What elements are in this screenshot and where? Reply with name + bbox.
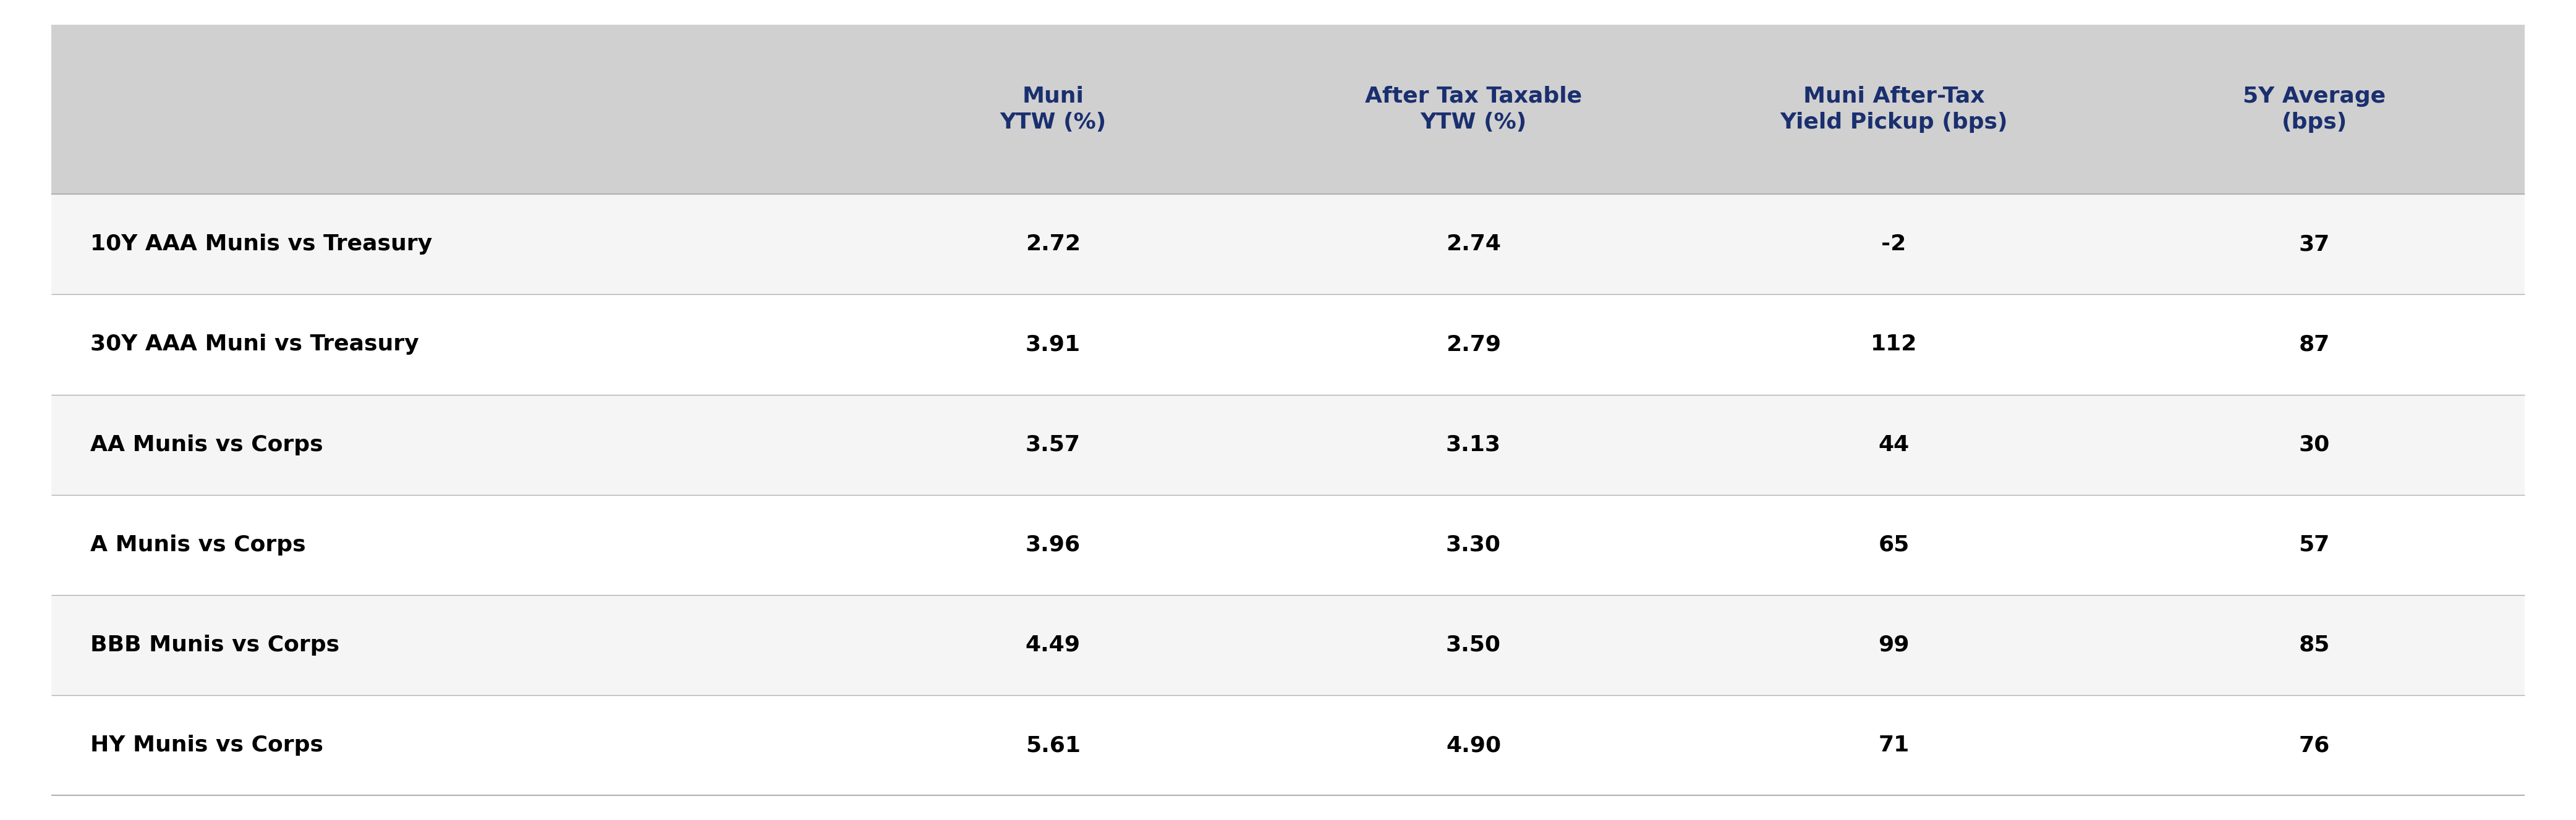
Text: 30Y AAA Muni vs Treasury: 30Y AAA Muni vs Treasury [90, 334, 420, 355]
Text: BBB Munis vs Corps: BBB Munis vs Corps [90, 635, 340, 656]
Bar [52, 494, 2524, 595]
Text: 3.50: 3.50 [1445, 635, 1502, 656]
Bar [52, 25, 2524, 194]
Text: 2.72: 2.72 [1025, 234, 1079, 255]
Text: Muni
YTW (%): Muni YTW (%) [999, 86, 1105, 133]
Text: 87: 87 [2298, 334, 2329, 355]
Text: 3.91: 3.91 [1025, 334, 1079, 355]
Text: 2.74: 2.74 [1445, 234, 1502, 255]
Text: 76: 76 [2298, 735, 2329, 756]
Text: 57: 57 [2298, 535, 2329, 555]
Bar [52, 595, 2524, 695]
Bar [52, 695, 2524, 795]
Bar [52, 394, 2524, 494]
Text: 10Y AAA Munis vs Treasury: 10Y AAA Munis vs Treasury [90, 234, 433, 255]
Text: 3.30: 3.30 [1445, 535, 1502, 555]
Text: 3.96: 3.96 [1025, 535, 1079, 555]
Text: -2: -2 [1880, 234, 1906, 255]
Text: 5Y Average
(bps): 5Y Average (bps) [2244, 86, 2385, 133]
Text: 71: 71 [1878, 735, 1909, 756]
Text: 65: 65 [1878, 535, 1909, 555]
Text: 30: 30 [2298, 434, 2329, 455]
Bar [52, 294, 2524, 394]
Text: 3.57: 3.57 [1025, 434, 1079, 455]
Text: 99: 99 [1878, 635, 1909, 656]
Text: A Munis vs Corps: A Munis vs Corps [90, 535, 307, 555]
Text: 37: 37 [2298, 234, 2329, 255]
Text: 4.49: 4.49 [1025, 635, 1079, 656]
Text: 4.90: 4.90 [1445, 735, 1502, 756]
Text: 44: 44 [1878, 434, 1909, 455]
Text: AA Munis vs Corps: AA Munis vs Corps [90, 434, 322, 455]
Text: 112: 112 [1870, 334, 1917, 355]
Bar [52, 194, 2524, 294]
Text: 85: 85 [2298, 635, 2329, 656]
Text: HY Munis vs Corps: HY Munis vs Corps [90, 735, 322, 756]
Text: 2.79: 2.79 [1445, 334, 1502, 355]
Text: Muni After-Tax
Yield Pickup (bps): Muni After-Tax Yield Pickup (bps) [1780, 86, 2007, 133]
Text: After Tax Taxable
YTW (%): After Tax Taxable YTW (%) [1365, 86, 1582, 133]
Text: 5.61: 5.61 [1025, 735, 1079, 756]
Text: 3.13: 3.13 [1445, 434, 1502, 455]
